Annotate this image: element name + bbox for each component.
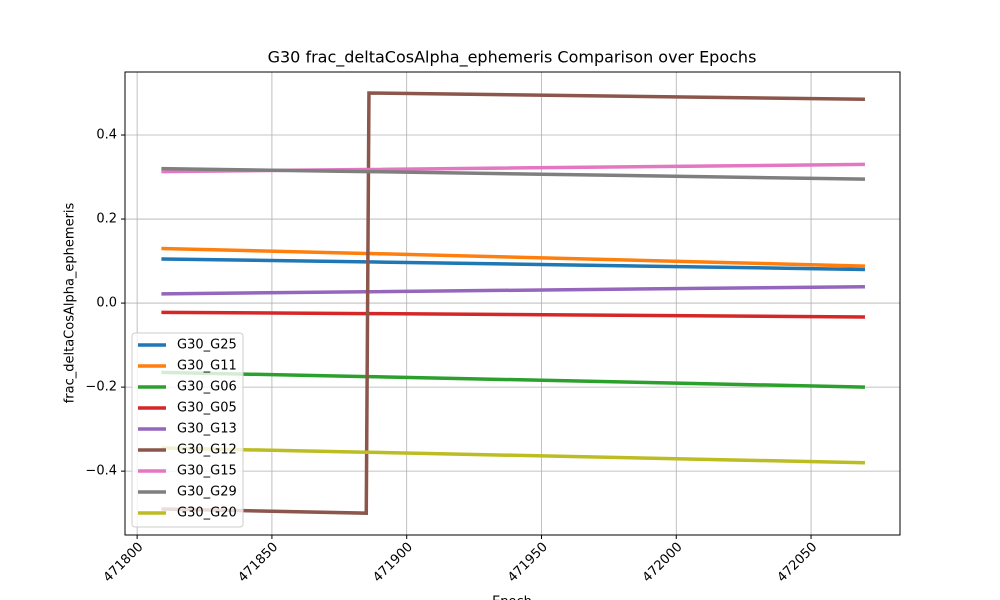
y-tick-label: 0.2 [96,212,117,227]
chart-title: G30 frac_deltaCosAlpha_ephemeris Compari… [268,48,757,68]
axes-frame [124,71,901,536]
legend-label: G30_G20 [177,506,237,521]
y-tick-label: 0.4 [96,128,117,143]
legend-label: G30_G12 [177,443,237,458]
series-line [161,446,865,465]
x-axis-label: Epoch [492,595,532,600]
legend-label: G30_G13 [177,422,237,437]
y-tick-label: −0.2 [85,380,117,395]
legend-label: G30_G29 [177,485,237,500]
legend-box [131,332,244,528]
legend-label: G30_G11 [177,359,237,374]
legend-label: G30_G06 [177,380,237,395]
plot-lines [161,91,866,515]
y-tick-label: 0.0 [96,296,117,311]
legend-label: G30_G05 [177,401,237,416]
y-tick-label: −0.4 [85,464,117,479]
series-line [161,166,865,181]
legend-label: G30_G25 [177,338,237,353]
y-axis-label: frac_deltaCosAlpha_ephemeris [63,202,78,403]
legend-label: G30_G15 [177,464,237,479]
series-line [161,91,865,515]
